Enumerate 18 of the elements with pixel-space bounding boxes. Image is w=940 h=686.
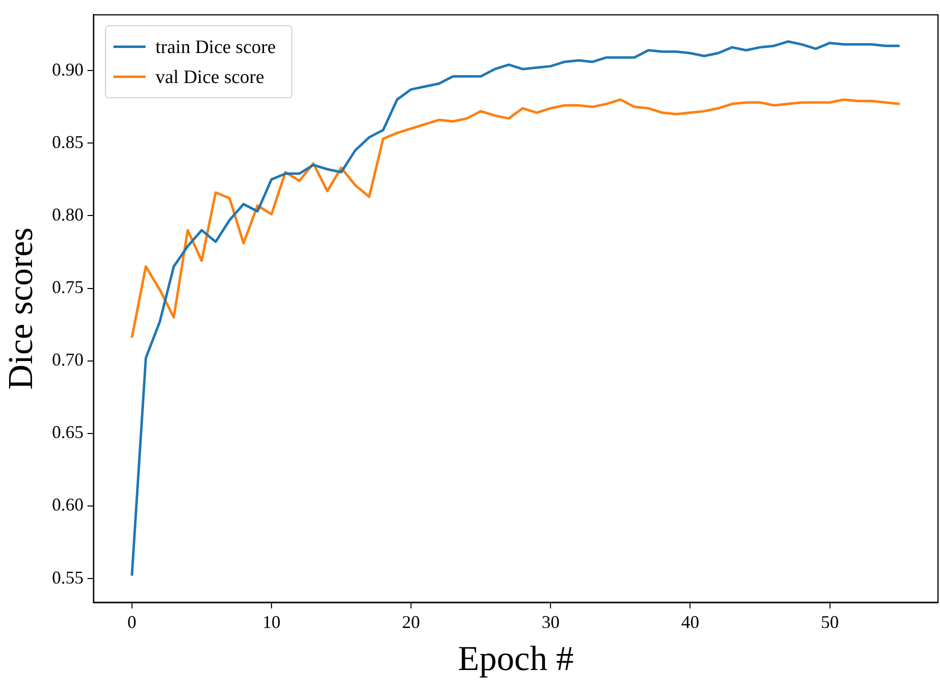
x-tick-label: 40 [681,612,700,632]
y-tick-label: 0.70 [52,350,84,370]
y-tick-label: 0.65 [52,422,84,442]
y-tick-label: 0.55 [52,567,84,588]
y-tick-label: 0.90 [52,59,84,80]
x-axis-title: Epoch # [458,639,574,678]
y-tick-label: 0.75 [52,277,84,298]
x-tick-label: 0 [127,612,136,632]
y-tick-label: 0.85 [52,132,84,152]
y-tick-label: 0.60 [52,494,84,515]
y-axis-title: Dice scores [1,227,40,390]
x-tick-label: 30 [542,612,560,632]
legend-label: train Dice score [156,36,276,58]
y-tick-label: 0.80 [52,204,84,224]
legend-label: val Dice score [156,66,264,88]
x-tick-label: 50 [820,612,839,632]
x-tick-label: 20 [402,612,420,632]
x-tick-label: 10 [262,612,280,632]
